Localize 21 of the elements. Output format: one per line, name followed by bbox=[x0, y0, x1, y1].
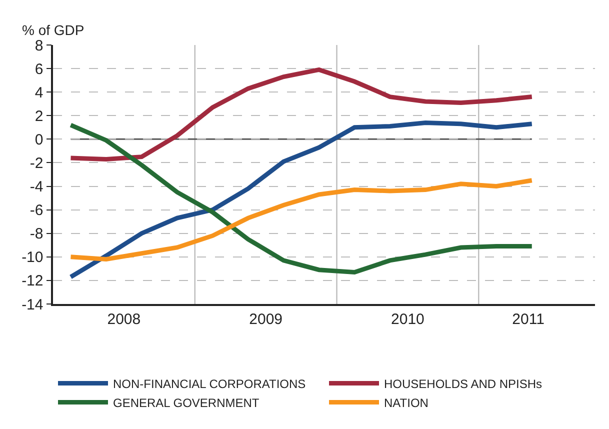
x-tick-label: 2010 bbox=[391, 310, 424, 328]
y-tick-label: -2 bbox=[30, 154, 44, 172]
y-tick-label: -10 bbox=[22, 249, 44, 266]
x-tick-label: 2011 bbox=[512, 310, 544, 328]
x-tick-label: 2008 bbox=[107, 310, 141, 328]
y-tick-label: 4 bbox=[34, 84, 44, 102]
y-tick-label: -12 bbox=[22, 272, 44, 290]
y-tick-label: -6 bbox=[30, 202, 44, 220]
y-tick-label: 6 bbox=[34, 60, 44, 78]
y-tick-label: -8 bbox=[30, 226, 44, 243]
y-tick-label: -4 bbox=[30, 178, 44, 196]
y-tick-label: -14 bbox=[22, 296, 44, 314]
y-tick-label: 0 bbox=[34, 131, 44, 148]
legend-label: GENERAL GOVERNMENT bbox=[113, 396, 260, 410]
y-tick-label: 2 bbox=[34, 108, 44, 125]
y-tick-label: 8 bbox=[34, 37, 44, 54]
legend-label: NON-FINANCIAL CORPORATIONS bbox=[113, 376, 306, 391]
y-axis-title: % of GDP bbox=[22, 22, 84, 38]
legend-label: HOUSEHOLDS AND NPISHs bbox=[384, 376, 542, 391]
legend-label: NATION bbox=[384, 396, 428, 410]
x-tick-label: 2009 bbox=[249, 310, 283, 328]
